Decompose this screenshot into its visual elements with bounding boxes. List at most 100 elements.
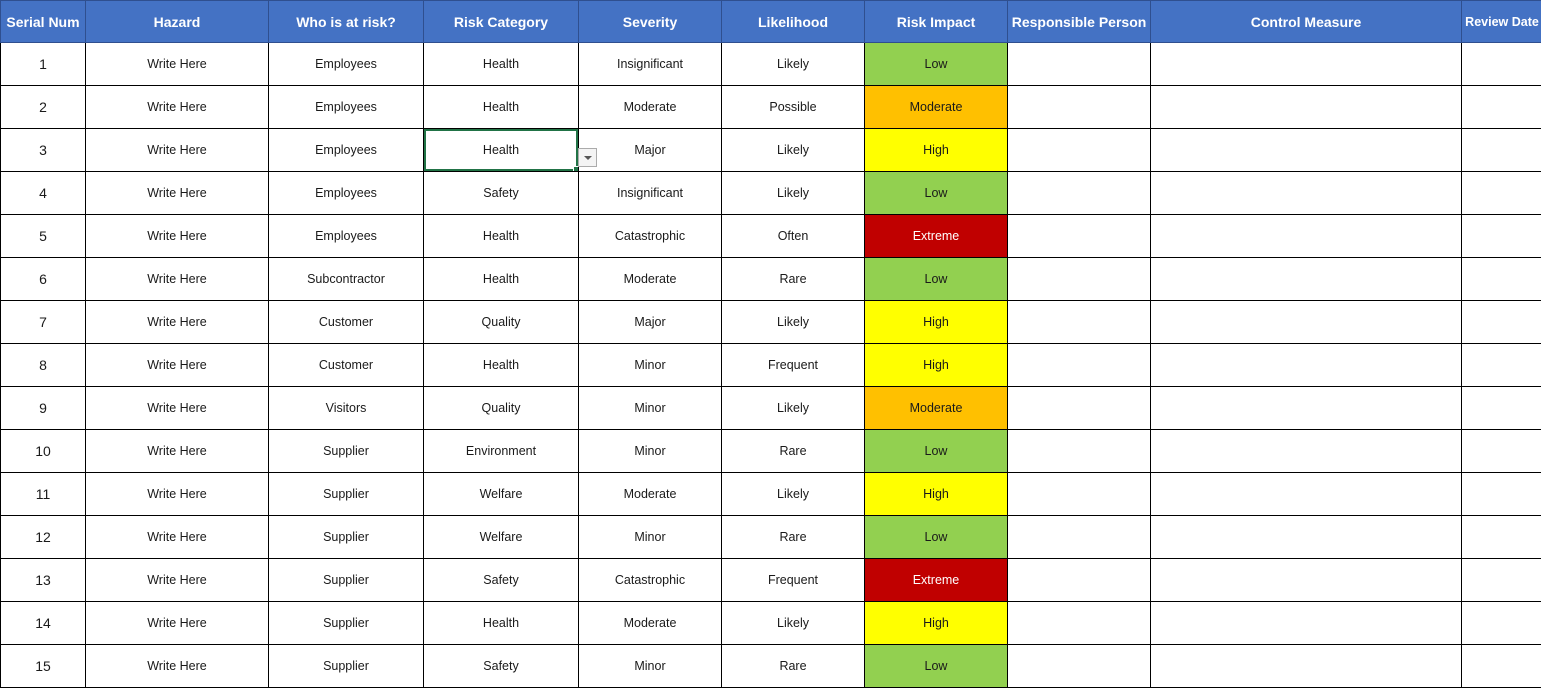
cell-review[interactable] <box>1462 430 1541 473</box>
cell-category[interactable]: Quality <box>424 301 579 344</box>
cell-serial[interactable]: 4 <box>1 172 86 215</box>
cell-review[interactable] <box>1462 258 1541 301</box>
cell-impact[interactable]: Low <box>865 430 1008 473</box>
cell-impact[interactable]: Moderate <box>865 86 1008 129</box>
cell-control[interactable] <box>1151 43 1462 86</box>
cell-severity[interactable]: Minor <box>579 430 722 473</box>
cell-hazard[interactable]: Write Here <box>86 129 269 172</box>
cell-severity[interactable]: Moderate <box>579 602 722 645</box>
cell-serial[interactable]: 7 <box>1 301 86 344</box>
cell-category[interactable]: Health <box>424 43 579 86</box>
cell-serial[interactable]: 6 <box>1 258 86 301</box>
cell-who[interactable]: Supplier <box>269 602 424 645</box>
cell-severity[interactable]: Moderate <box>579 86 722 129</box>
cell-serial[interactable]: 5 <box>1 215 86 258</box>
cell-impact[interactable]: Low <box>865 43 1008 86</box>
cell-control[interactable] <box>1151 645 1462 688</box>
cell-hazard[interactable]: Write Here <box>86 559 269 602</box>
cell-who[interactable]: Supplier <box>269 645 424 688</box>
cell-who[interactable]: Supplier <box>269 559 424 602</box>
cell-responsible[interactable] <box>1008 129 1151 172</box>
cell-impact[interactable]: High <box>865 602 1008 645</box>
cell-severity[interactable]: Minor <box>579 387 722 430</box>
cell-impact[interactable]: High <box>865 344 1008 387</box>
cell-category[interactable]: Health <box>424 215 579 258</box>
cell-dropdown-button[interactable] <box>578 148 597 167</box>
cell-category[interactable]: Welfare <box>424 473 579 516</box>
cell-hazard[interactable]: Write Here <box>86 258 269 301</box>
cell-responsible[interactable] <box>1008 559 1151 602</box>
cell-who[interactable]: Employees <box>269 172 424 215</box>
cell-control[interactable] <box>1151 301 1462 344</box>
cell-control[interactable] <box>1151 344 1462 387</box>
cell-review[interactable] <box>1462 602 1541 645</box>
cell-hazard[interactable]: Write Here <box>86 86 269 129</box>
cell-severity[interactable]: Moderate <box>579 258 722 301</box>
cell-likelihood[interactable]: Frequent <box>722 559 865 602</box>
cell-responsible[interactable] <box>1008 473 1151 516</box>
cell-impact[interactable]: Low <box>865 645 1008 688</box>
cell-review[interactable] <box>1462 559 1541 602</box>
cell-serial[interactable]: 9 <box>1 387 86 430</box>
cell-likelihood[interactable]: Likely <box>722 473 865 516</box>
cell-responsible[interactable] <box>1008 602 1151 645</box>
cell-severity[interactable]: Major <box>579 301 722 344</box>
cell-review[interactable] <box>1462 516 1541 559</box>
cell-control[interactable] <box>1151 129 1462 172</box>
cell-who[interactable]: Employees <box>269 86 424 129</box>
cell-who[interactable]: Visitors <box>269 387 424 430</box>
cell-control[interactable] <box>1151 215 1462 258</box>
cell-impact[interactable]: Low <box>865 172 1008 215</box>
cell-who[interactable]: Employees <box>269 215 424 258</box>
cell-likelihood[interactable]: Likely <box>722 602 865 645</box>
cell-review[interactable] <box>1462 86 1541 129</box>
column-header-hazard[interactable]: Hazard <box>86 1 269 43</box>
cell-control[interactable] <box>1151 430 1462 473</box>
cell-serial[interactable]: 13 <box>1 559 86 602</box>
column-header-severity[interactable]: Severity <box>579 1 722 43</box>
selected-cell-category[interactable]: Health <box>424 129 579 172</box>
cell-who[interactable]: Customer <box>269 301 424 344</box>
cell-category[interactable]: Health <box>424 258 579 301</box>
cell-category[interactable]: Health <box>424 602 579 645</box>
cell-review[interactable] <box>1462 172 1541 215</box>
cell-who[interactable]: Supplier <box>269 516 424 559</box>
cell-hazard[interactable]: Write Here <box>86 645 269 688</box>
cell-impact[interactable]: Extreme <box>865 215 1008 258</box>
cell-severity[interactable]: Minor <box>579 344 722 387</box>
cell-likelihood[interactable]: Likely <box>722 172 865 215</box>
cell-category[interactable]: Welfare <box>424 516 579 559</box>
cell-hazard[interactable]: Write Here <box>86 516 269 559</box>
cell-category[interactable]: Environment <box>424 430 579 473</box>
cell-severity[interactable]: Insignificant <box>579 172 722 215</box>
cell-hazard[interactable]: Write Here <box>86 344 269 387</box>
cell-control[interactable] <box>1151 602 1462 645</box>
cell-serial[interactable]: 15 <box>1 645 86 688</box>
cell-severity[interactable]: Insignificant <box>579 43 722 86</box>
cell-category[interactable]: Health <box>424 344 579 387</box>
cell-likelihood[interactable]: Possible <box>722 86 865 129</box>
cell-responsible[interactable] <box>1008 43 1151 86</box>
cell-impact[interactable]: High <box>865 301 1008 344</box>
cell-hazard[interactable]: Write Here <box>86 602 269 645</box>
cell-who[interactable]: Employees <box>269 129 424 172</box>
cell-severity[interactable]: Minor <box>579 516 722 559</box>
cell-likelihood[interactable]: Often <box>722 215 865 258</box>
cell-review[interactable] <box>1462 387 1541 430</box>
cell-likelihood[interactable]: Likely <box>722 43 865 86</box>
cell-responsible[interactable] <box>1008 86 1151 129</box>
cell-review[interactable] <box>1462 129 1541 172</box>
cell-impact[interactable]: Moderate <box>865 387 1008 430</box>
column-header-likelihood[interactable]: Likelihood <box>722 1 865 43</box>
cell-control[interactable] <box>1151 387 1462 430</box>
cell-impact[interactable]: Low <box>865 516 1008 559</box>
cell-category[interactable]: Safety <box>424 559 579 602</box>
cell-likelihood[interactable]: Rare <box>722 258 865 301</box>
cell-impact[interactable]: Low <box>865 258 1008 301</box>
cell-who[interactable]: Supplier <box>269 473 424 516</box>
cell-hazard[interactable]: Write Here <box>86 43 269 86</box>
cell-serial[interactable]: 2 <box>1 86 86 129</box>
cell-category[interactable]: Safety <box>424 172 579 215</box>
cell-responsible[interactable] <box>1008 301 1151 344</box>
cell-who[interactable]: Customer <box>269 344 424 387</box>
